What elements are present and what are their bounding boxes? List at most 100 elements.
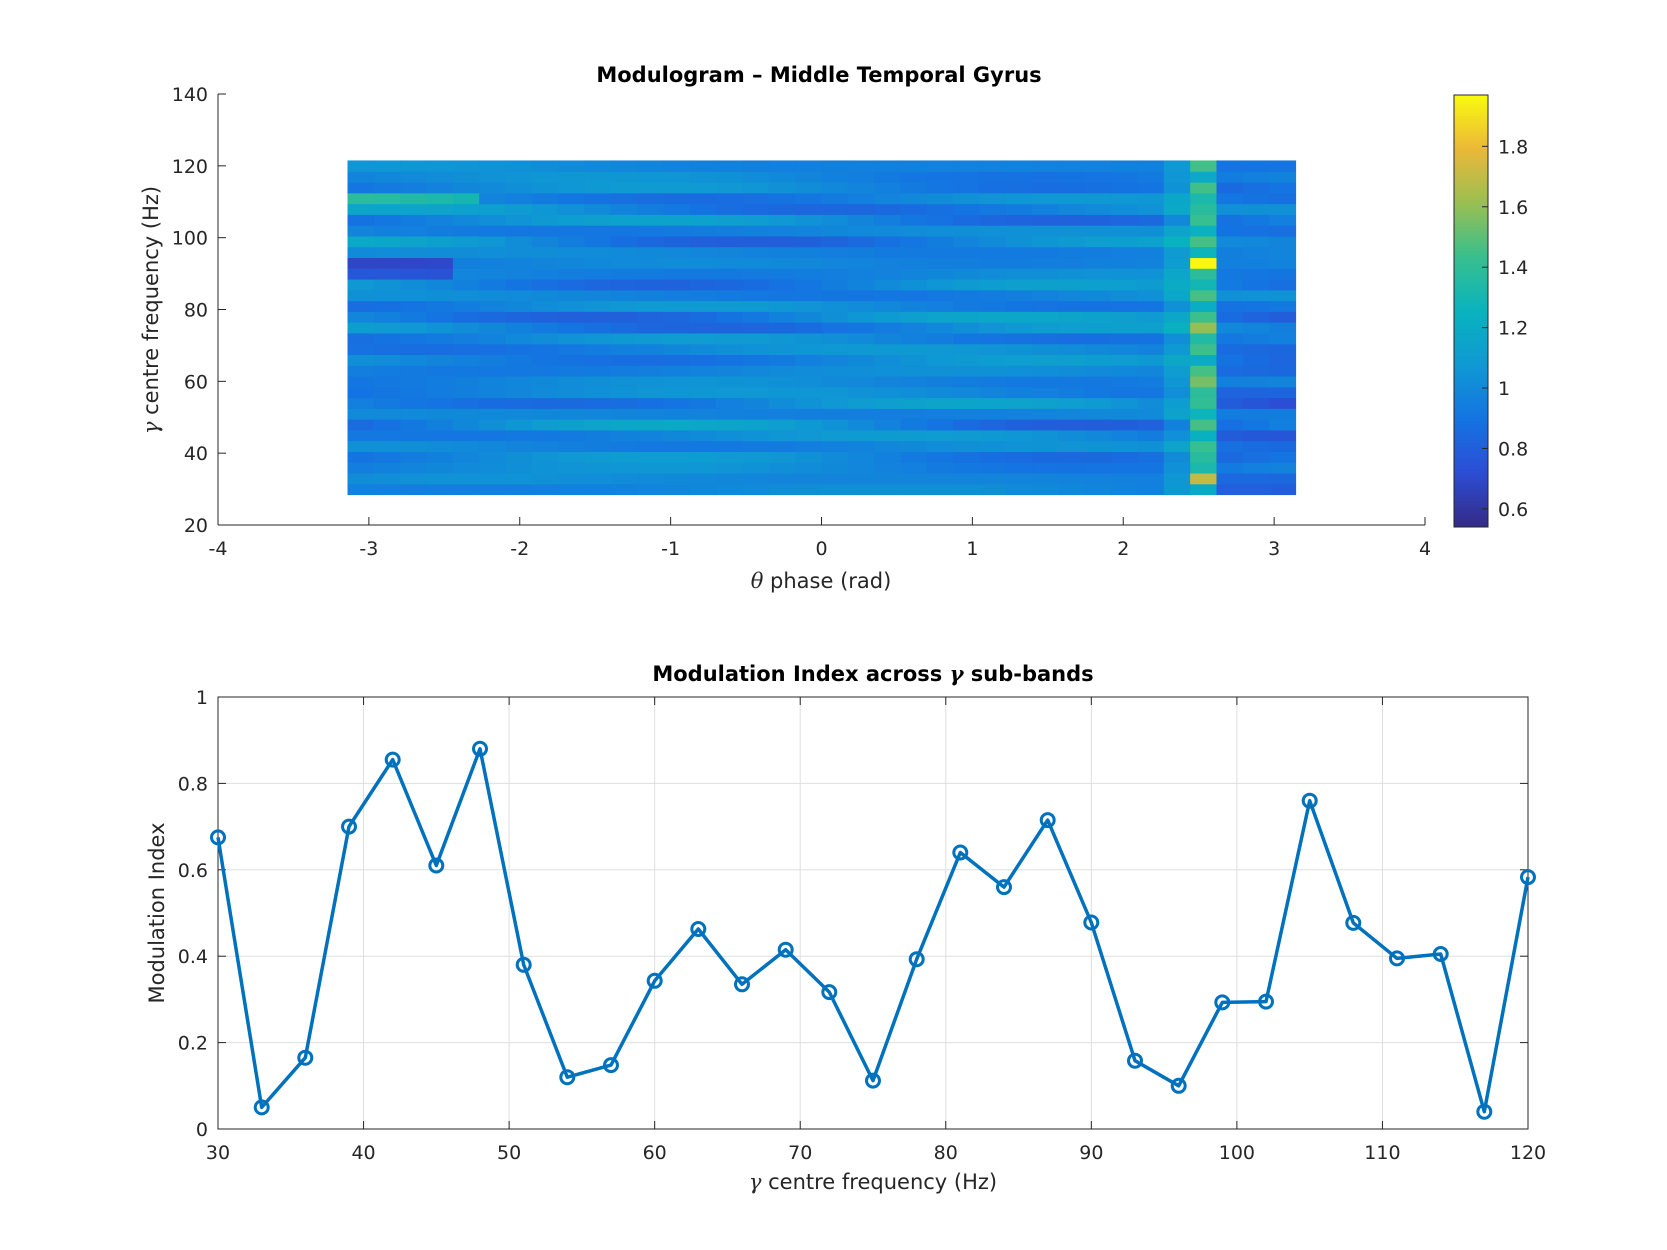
heatmap-cell	[610, 440, 638, 452]
heatmap-cell	[637, 322, 665, 334]
heatmap-cell	[900, 182, 928, 194]
mi-data-point	[777, 941, 794, 958]
heatmap-cell	[505, 268, 533, 280]
heatmap-cell	[505, 278, 533, 291]
heatmap-cell	[874, 268, 902, 280]
heatmap-cell	[795, 386, 823, 399]
heatmap-cell	[400, 332, 428, 345]
heatmap-cell	[663, 192, 691, 205]
heatmap-cell	[1269, 235, 1297, 248]
heatmap-cell	[637, 408, 665, 420]
heatmap-cell	[1163, 343, 1191, 355]
heatmap-cell	[1058, 408, 1086, 420]
heatmap-cell	[847, 332, 875, 345]
heatmap-cell	[1216, 214, 1244, 226]
heatmap-cell	[1111, 440, 1139, 452]
heatmap-cell	[742, 322, 770, 334]
heatmap-cell	[1137, 257, 1165, 269]
modulogram-panel: Modulogram – Middle Temporal Gyrus -4 -3-…	[139, 63, 1528, 593]
heatmap-cell	[953, 192, 981, 205]
heatmap-cell	[373, 160, 401, 172]
heatmap-cell	[821, 300, 849, 312]
heatmap-cell	[847, 397, 875, 409]
heatmap-cell	[479, 160, 507, 172]
heatmap-cell	[452, 451, 480, 463]
heatmap-cell	[953, 311, 981, 323]
heatmap-cell	[742, 214, 770, 226]
heatmap-cell	[584, 268, 612, 280]
heatmap-cell	[1216, 311, 1244, 323]
heatmap-cell	[1111, 203, 1139, 215]
heatmap-cell	[689, 365, 717, 377]
heatmap-cell	[1111, 225, 1139, 237]
heatmap-cell	[1084, 408, 1112, 420]
heatmap-cell	[1163, 160, 1191, 172]
heatmap-cell	[1137, 440, 1165, 452]
heatmap-cell	[663, 235, 691, 248]
heatmap-cell	[1005, 182, 1033, 194]
heatmap-cell	[610, 278, 638, 291]
heatmap-cell	[584, 311, 612, 323]
heatmap-cell	[637, 343, 665, 355]
heatmap-cell	[1190, 408, 1218, 420]
heatmap-cell	[1242, 483, 1270, 496]
heatmap-cell	[953, 451, 981, 463]
heatmap-cell	[1005, 300, 1033, 312]
heatmap-cell	[610, 429, 638, 442]
heatmap-cell	[531, 354, 559, 366]
heatmap-cell	[610, 182, 638, 194]
heatmap-cell	[1190, 419, 1218, 431]
heatmap-cell	[505, 483, 533, 496]
heatmap-cell	[1137, 451, 1165, 463]
heatmap-cell	[900, 278, 928, 291]
heatmap-cell	[953, 171, 981, 183]
heatmap-cell	[637, 203, 665, 215]
heatmap-cell	[1084, 257, 1112, 269]
heatmap-cell	[1163, 354, 1191, 366]
heatmap-cell	[979, 472, 1007, 485]
heatmap-cell	[610, 257, 638, 269]
heatmap-cell	[742, 203, 770, 215]
heatmap-cell	[558, 332, 586, 345]
heatmap-cell	[1269, 429, 1297, 442]
heatmap-cell	[1163, 225, 1191, 237]
bottom-y-tick-label: 0	[196, 1119, 208, 1141]
heatmap-cell	[1163, 214, 1191, 226]
heatmap-cell	[900, 246, 928, 259]
gamma-symbol-bottom-xlabel: γ	[749, 1170, 762, 1194]
heatmap-cell	[900, 375, 928, 388]
heatmap-cell	[1111, 322, 1139, 334]
heatmap-cell	[1190, 375, 1218, 388]
heatmap-cell	[558, 246, 586, 259]
heatmap-cell	[663, 203, 691, 215]
heatmap-cell	[689, 397, 717, 409]
heatmap-cell	[1084, 235, 1112, 248]
heatmap-cell	[1084, 203, 1112, 215]
heatmap-cell	[926, 332, 954, 345]
heatmap-cell	[874, 408, 902, 420]
heatmap-cell	[900, 451, 928, 463]
bottom-x-tick-label: 60	[643, 1142, 667, 1164]
heatmap-cell	[874, 246, 902, 259]
heatmap-cell	[1269, 408, 1297, 420]
heatmap-cell	[1216, 278, 1244, 291]
heatmap-cell	[373, 268, 401, 280]
top-x-tick-label: -3	[359, 538, 378, 560]
heatmap-cell	[874, 440, 902, 452]
heatmap-cell	[373, 332, 401, 345]
modulation-index-panel: Modulation Index across γ sub-bands 30 40…	[145, 661, 1546, 1194]
heatmap-cell	[452, 182, 480, 194]
heatmap-cell	[768, 375, 796, 388]
heatmap-cell	[795, 311, 823, 323]
heatmap-cell	[452, 257, 480, 269]
heatmap-cell	[689, 278, 717, 291]
heatmap-cell	[452, 462, 480, 474]
heatmap-cell	[373, 354, 401, 366]
heatmap-cell	[979, 354, 1007, 366]
heatmap-cell	[953, 289, 981, 302]
heatmap-cell	[953, 472, 981, 485]
heatmap-cell	[663, 225, 691, 237]
heatmap-cell	[1032, 311, 1060, 323]
heatmap-cell	[1163, 419, 1191, 431]
heatmap-cell	[637, 300, 665, 312]
